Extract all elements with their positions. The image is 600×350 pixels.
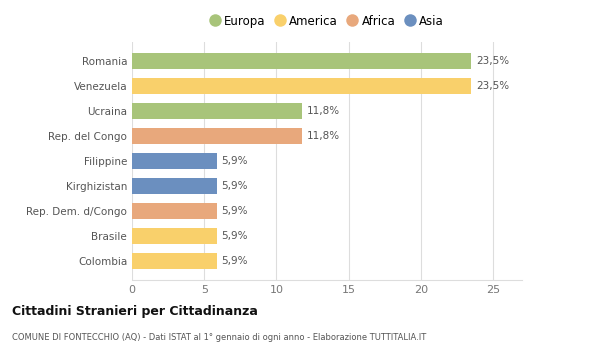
Bar [132, 53, 472, 69]
Bar [132, 228, 217, 244]
Text: 23,5%: 23,5% [476, 81, 509, 91]
Text: 5,9%: 5,9% [221, 206, 248, 216]
Text: 5,9%: 5,9% [221, 181, 248, 191]
Text: 5,9%: 5,9% [221, 256, 248, 266]
Text: Cittadini Stranieri per Cittadinanza: Cittadini Stranieri per Cittadinanza [12, 304, 258, 317]
Bar [132, 128, 302, 144]
Bar [132, 103, 302, 119]
Text: 11,8%: 11,8% [307, 106, 340, 116]
Text: 5,9%: 5,9% [221, 231, 248, 241]
Text: 23,5%: 23,5% [476, 56, 509, 66]
Bar [132, 78, 472, 94]
Bar [132, 203, 217, 219]
Bar [132, 253, 217, 269]
Text: 11,8%: 11,8% [307, 131, 340, 141]
Text: 5,9%: 5,9% [221, 156, 248, 166]
Bar [132, 178, 217, 194]
Text: COMUNE DI FONTECCHIO (AQ) - Dati ISTAT al 1° gennaio di ogni anno - Elaborazione: COMUNE DI FONTECCHIO (AQ) - Dati ISTAT a… [12, 332, 426, 342]
Legend: Europa, America, Africa, Asia: Europa, America, Africa, Asia [206, 11, 448, 32]
Bar [132, 153, 217, 169]
